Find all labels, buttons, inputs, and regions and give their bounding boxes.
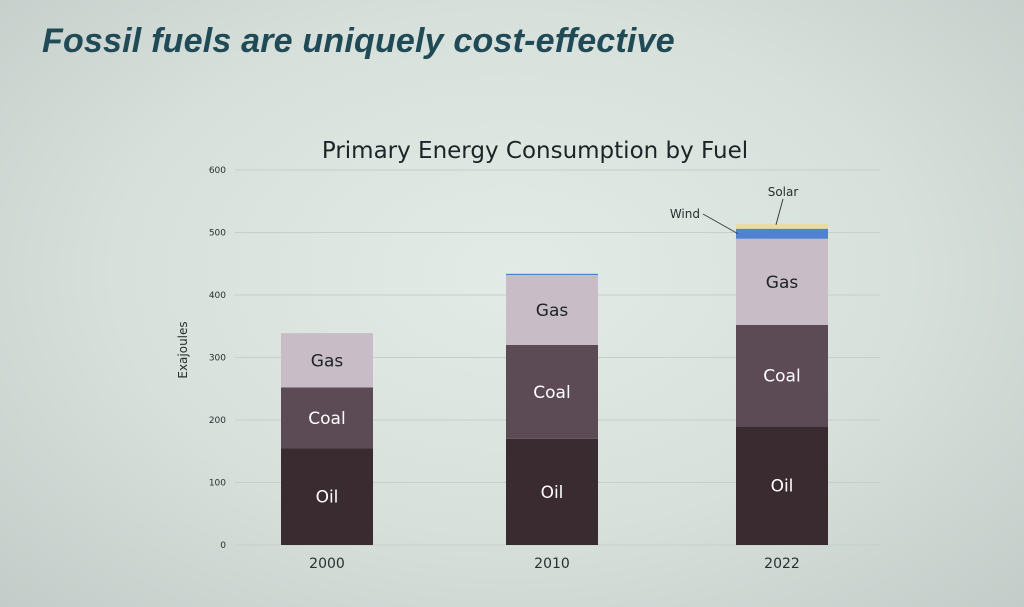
- y-tick-label: 500: [209, 229, 226, 239]
- y-tick-label: 100: [209, 479, 226, 489]
- bar-segment-coal-2022: [736, 325, 828, 427]
- y-tick-label: 300: [209, 354, 226, 364]
- segment-label-gas: Gas: [536, 301, 569, 321]
- x-tick-label: 2010: [534, 556, 570, 572]
- y-tick-label: 400: [209, 291, 226, 301]
- bar-segment-oil-2000: [281, 448, 373, 545]
- bar-segment-gas-2022: [736, 238, 828, 325]
- bar-segment-solar-2010: [506, 273, 598, 274]
- callout-label-wind: Wind: [670, 207, 700, 221]
- y-tick-label: 200: [209, 416, 226, 426]
- bars: Oil Coal Gas Oil Coal Gas Oil Coal Gas: [281, 223, 828, 545]
- segment-label-gas: Gas: [766, 273, 799, 293]
- x-axis: 2000 2010 2022: [309, 556, 800, 572]
- slide-title: Fossil fuels are uniquely cost-effective: [42, 22, 675, 60]
- segment-label-gas: Gas: [311, 351, 344, 371]
- bar-segment-wind-2022: [736, 228, 828, 239]
- segment-label-oil: Oil: [541, 483, 564, 503]
- x-tick-label: 2000: [309, 556, 345, 572]
- bar-segment-oil-2022: [736, 426, 828, 545]
- bar-segment-solar-2022: [736, 223, 828, 229]
- bar-segment-wind-2010: [506, 273, 598, 275]
- bar-segment-gas-2000: [281, 333, 373, 388]
- callouts: Wind Solar: [670, 185, 799, 235]
- callout-line-wind: [702, 213, 739, 235]
- segment-label-coal: Coal: [533, 383, 570, 403]
- x-tick-label: 2022: [764, 556, 800, 572]
- y-tick-label: 600: [209, 166, 226, 176]
- bar-segment-coal-2000: [281, 387, 373, 449]
- segment-label-oil: Oil: [771, 477, 794, 497]
- bar-segment-oil-2010: [506, 438, 598, 545]
- y-axis-label: Exajoules: [176, 321, 190, 378]
- y-tick-label: 0: [220, 541, 226, 551]
- segment-label-coal: Coal: [308, 409, 345, 429]
- bar-segment-coal-2010: [506, 345, 598, 439]
- segment-label-oil: Oil: [316, 488, 339, 508]
- y-axis: 0 100 200 300 400 500 600: [209, 166, 226, 551]
- segment-label-coal: Coal: [763, 367, 800, 387]
- callout-label-solar: Solar: [768, 185, 799, 199]
- bar-segment-gas-2010: [506, 275, 598, 345]
- chart-title: Primary Energy Consumption by Fuel: [322, 138, 748, 164]
- callout-line-solar: [775, 198, 784, 225]
